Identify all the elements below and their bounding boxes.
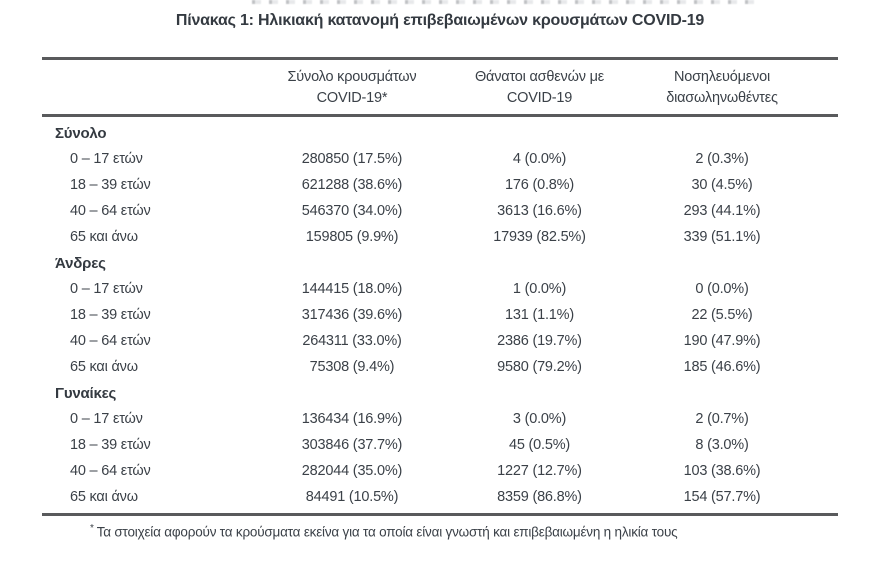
column-header-line2: διασωληνωθέντες [666, 90, 778, 106]
table-header-row: Σύνολο κρουσμάτων COVID-19* Θάνατοι ασθε… [42, 60, 838, 117]
column-header-line1: Θάνατοι ασθενών με [474, 69, 605, 85]
column-header-line2: COVID-19* [316, 90, 388, 106]
age-group-label: 65 και άνω [70, 359, 138, 375]
total-cases-cell: 303846 (37.7%) [301, 437, 403, 453]
footnote-text: Τα στοιχεία αφορούν τα κρούσματα εκείνα … [96, 524, 678, 540]
age-group-label: 40 – 64 ετών [70, 463, 151, 479]
table-row: 65 και άνω 84491 (10.5%) 8359 (86.8%) 154 (… [42, 484, 838, 510]
deaths-cell: 176 (0.8%) [505, 177, 574, 193]
column-header-total-cases: Σύνολο κρουσμάτων COVID-19* [257, 67, 447, 109]
intubated-cell: 339 (51.1%) [683, 229, 761, 245]
column-header-line1: Νοσηλευόμενοι [673, 69, 770, 85]
cutoff-text-remnant [252, 0, 760, 4]
total-cases-cell: 75308 (9.4%) [309, 359, 395, 375]
deaths-cell: 4 (0.0%) [512, 151, 567, 167]
footnote-asterisk: * [90, 523, 94, 534]
deaths-cell: 131 (1.1%) [505, 307, 574, 323]
age-group-label: 40 – 64 ετών [70, 203, 151, 219]
total-cases-cell: 317436 (39.6%) [301, 307, 403, 323]
table-row: 65 και άνω 75308 (9.4%) 9580 (79.2%) 185 (4… [42, 354, 838, 380]
covid-age-table: Σύνολο κρουσμάτων COVID-19* Θάνατοι ασθε… [42, 57, 838, 540]
age-group-label: 0 – 17 ετών [70, 151, 143, 167]
section-label: Σύνολο [55, 124, 107, 142]
intubated-cell: 8 (3.0%) [695, 437, 749, 453]
age-group-label: 18 – 39 ετών [70, 437, 151, 453]
intubated-cell: 293 (44.1%) [683, 203, 761, 219]
deaths-cell: 9580 (79.2%) [497, 359, 582, 375]
intubated-cell: 30 (4.5%) [691, 177, 753, 193]
section-header-row: Άνδρες [42, 250, 838, 276]
intubated-cell: 2 (0.3%) [695, 151, 749, 167]
section-header-row: Σύνολο [42, 120, 838, 146]
table-row: 40 – 64 ετών 546370 (34.0%) 3613 (16.6%) 29… [42, 198, 838, 224]
age-group-label: 65 και άνω [70, 229, 138, 245]
age-group-label: 18 – 39 ετών [70, 177, 151, 193]
total-cases-cell: 84491 (10.5%) [305, 489, 399, 505]
column-header-intubated: Νοσηλευόμενοι διασωληνωθέντες [632, 67, 838, 109]
page-title: Πίνακας 1: Ηλικιακή κατανομή επιβεβαιωμέ… [175, 12, 705, 29]
total-cases-cell: 264311 (33.0%) [302, 333, 402, 349]
table-row: 18 – 39 ετών 621288 (38.6%) 176 (0.8%) 30 (… [42, 172, 838, 198]
total-cases-cell: 280850 (17.5%) [301, 151, 403, 167]
deaths-cell: 1227 (12.7%) [497, 463, 582, 479]
footnote: * Τα στοιχεία αφορούν τα κρούσματα εκείνα… [90, 523, 792, 540]
age-group-label: 18 – 39 ετών [70, 307, 151, 323]
section-header-row: Γυναίκες [42, 380, 838, 406]
table-row: 0 – 17 ετών 144415 (18.0%) 1 (0.0%) 0 (0.0%… [42, 276, 838, 302]
total-cases-cell: 159805 (9.9%) [305, 229, 399, 245]
age-group-label: 40 – 64 ετών [70, 333, 151, 349]
total-cases-cell: 144415 (18.0%) [301, 281, 403, 297]
deaths-cell: 8359 (86.8%) [497, 489, 582, 505]
age-group-label: 65 και άνω [70, 489, 138, 505]
table-row: 40 – 64 ετών 264311 (33.0%) 2386 (19.7%) 19… [42, 328, 838, 354]
total-cases-cell: 282044 (35.0%) [301, 463, 403, 479]
total-cases-cell: 621288 (38.6%) [301, 177, 403, 193]
column-header-deaths: Θάνατοι ασθενών με COVID-19 [447, 67, 632, 109]
intubated-cell: 0 (0.0%) [695, 281, 749, 297]
section-label: Άνδρες [55, 254, 106, 272]
deaths-cell: 3613 (16.6%) [497, 203, 582, 219]
deaths-cell: 1 (0.0%) [512, 281, 567, 297]
total-cases-cell: 546370 (34.0%) [301, 203, 403, 219]
intubated-cell: 154 (57.7%) [683, 489, 761, 505]
deaths-cell: 2386 (19.7%) [497, 333, 582, 349]
deaths-cell: 45 (0.5%) [508, 437, 571, 453]
total-cases-cell: 136434 (16.9%) [301, 411, 403, 427]
section-label: Γυναίκες [55, 384, 117, 402]
deaths-cell: 3 (0.0%) [512, 411, 567, 427]
intubated-cell: 103 (38.6%) [683, 463, 761, 479]
table-row: 0 – 17 ετών 280850 (17.5%) 4 (0.0%) 2 (0.3%… [42, 146, 838, 172]
table-row: 18 – 39 ετών 303846 (37.7%) 45 (0.5%) 8 (3.… [42, 432, 838, 458]
age-group-label: 0 – 17 ετών [70, 411, 143, 427]
intubated-cell: 22 (5.5%) [691, 307, 753, 323]
table-row: 40 – 64 ετών 282044 (35.0%) 1227 (12.7%) 10… [42, 458, 838, 484]
column-header-line1: Σύνολο κρουσμάτων [287, 69, 417, 85]
table-row: 18 – 39 ετών 317436 (39.6%) 131 (1.1%) 22 (… [42, 302, 838, 328]
age-group-label: 0 – 17 ετών [70, 281, 143, 297]
table-row: 65 και άνω 159805 (9.9%) 17939 (82.5%) 339 … [42, 224, 838, 250]
intubated-cell: 190 (47.9%) [683, 333, 761, 349]
intubated-cell: 185 (46.6%) [683, 359, 761, 375]
column-header-empty [42, 67, 257, 109]
table-body: Σύνολο 0 – 17 ετών 280850 (17.5%) 4 (0.0%) 2… [42, 117, 838, 516]
column-header-line2: COVID-19 [506, 90, 573, 106]
deaths-cell: 17939 (82.5%) [493, 229, 586, 245]
intubated-cell: 2 (0.7%) [695, 411, 749, 427]
table-row: 0 – 17 ετών 136434 (16.9%) 3 (0.0%) 2 (0.7%… [42, 406, 838, 432]
